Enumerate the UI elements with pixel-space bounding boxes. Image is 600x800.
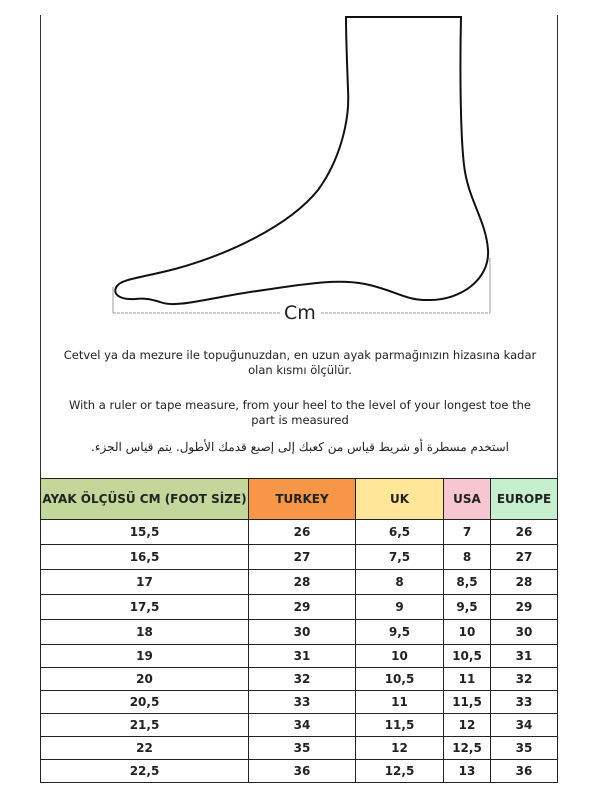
header-foot-size: AYAK ÖLÇÜSÜ CM (FOOT SİZE): [40, 478, 249, 520]
foot-size-cell: 20,5: [40, 690, 249, 714]
foot-measurement-diagram: [112, 16, 491, 314]
table-row: 20,5 33 11 11,5 33: [40, 690, 558, 714]
europe-cell: 26: [490, 519, 558, 545]
foot-size-cell: 17,5: [40, 594, 249, 620]
turkey-cell: 34: [248, 713, 356, 737]
europe-cell: 32: [490, 667, 558, 691]
header-usa: USA: [443, 478, 491, 520]
size-chart-table: AYAK ÖLÇÜSÜ CM (FOOT SİZE) TURKEY UK USA…: [40, 478, 558, 783]
frame-right-border: [557, 15, 558, 478]
usa-cell: 8,5: [443, 569, 491, 595]
foot-size-cell: 19: [40, 644, 249, 668]
uk-cell: 10: [355, 644, 444, 668]
usa-cell: 7: [443, 519, 491, 545]
uk-cell: 9: [355, 594, 444, 620]
foot-size-cell: 17: [40, 569, 249, 595]
foot-size-cell: 21,5: [40, 713, 249, 737]
usa-cell: 8: [443, 544, 491, 570]
measure-label: Cm: [280, 302, 320, 324]
europe-cell: 29: [490, 594, 558, 620]
table-row: 18 30 9,5 10 30: [40, 619, 558, 645]
uk-cell: 10,5: [355, 667, 444, 691]
turkey-cell: 35: [248, 736, 356, 760]
usa-cell: 12: [443, 713, 491, 737]
header-turkey: TURKEY: [248, 478, 356, 520]
turkey-cell: 26: [248, 519, 356, 545]
europe-cell: 30: [490, 619, 558, 645]
uk-cell: 11,5: [355, 713, 444, 737]
usa-cell: 11,5: [443, 690, 491, 714]
uk-cell: 8: [355, 569, 444, 595]
table-row: 16,5 27 7,5 8 27: [40, 544, 558, 570]
header-uk: UK: [355, 478, 444, 520]
header-europe: EUROPE: [490, 478, 558, 520]
usa-cell: 10: [443, 619, 491, 645]
uk-cell: 12,5: [355, 759, 444, 783]
foot-size-cell: 15,5: [40, 519, 249, 545]
table-header-row: AYAK ÖLÇÜSÜ CM (FOOT SİZE) TURKEY UK USA…: [40, 478, 558, 520]
usa-cell: 13: [443, 759, 491, 783]
table-row: 17,5 29 9 9,5 29: [40, 594, 558, 620]
uk-cell: 12: [355, 736, 444, 760]
europe-cell: 28: [490, 569, 558, 595]
foot-size-cell: 20: [40, 667, 249, 691]
turkey-cell: 36: [248, 759, 356, 783]
turkey-cell: 31: [248, 644, 356, 668]
turkey-cell: 32: [248, 667, 356, 691]
turkey-cell: 33: [248, 690, 356, 714]
table-row: 22,5 36 12,5 13 36: [40, 759, 558, 783]
turkey-cell: 27: [248, 544, 356, 570]
foot-outline: [114, 16, 490, 306]
foot-size-cell: 18: [40, 619, 249, 645]
turkey-cell: 29: [248, 594, 356, 620]
table-row: 22 35 12 12,5 35: [40, 736, 558, 760]
europe-cell: 33: [490, 690, 558, 714]
europe-cell: 34: [490, 713, 558, 737]
foot-size-cell: 16,5: [40, 544, 249, 570]
usa-cell: 11: [443, 667, 491, 691]
europe-cell: 27: [490, 544, 558, 570]
uk-cell: 11: [355, 690, 444, 714]
uk-cell: 6,5: [355, 519, 444, 545]
uk-cell: 9,5: [355, 619, 444, 645]
turkey-cell: 30: [248, 619, 356, 645]
europe-cell: 31: [490, 644, 558, 668]
uk-cell: 7,5: [355, 544, 444, 570]
usa-cell: 9,5: [443, 594, 491, 620]
table-row: 21,5 34 11,5 12 34: [40, 713, 558, 737]
usa-cell: 12,5: [443, 736, 491, 760]
table-row: 20 32 10,5 11 32: [40, 667, 558, 691]
europe-cell: 36: [490, 759, 558, 783]
europe-cell: 35: [490, 736, 558, 760]
instruction-english: With a ruler or tape measure, from your …: [68, 398, 532, 427]
usa-cell: 10,5: [443, 644, 491, 668]
foot-size-cell: 22: [40, 736, 249, 760]
turkey-cell: 28: [248, 569, 356, 595]
frame-left-border: [40, 15, 41, 478]
foot-size-cell: 22,5: [40, 759, 249, 783]
table-row: 17 28 8 8,5 28: [40, 569, 558, 595]
instruction-turkish: Cetvel ya da mezure ile topuğunuzdan, en…: [63, 348, 537, 377]
table-row: 19 31 10 10,5 31: [40, 644, 558, 668]
instruction-arabic: استخدم مسطرة أو شريط قياس من كعبك إلى إص…: [91, 440, 509, 454]
table-row: 15,5 26 6,5 7 26: [40, 519, 558, 545]
